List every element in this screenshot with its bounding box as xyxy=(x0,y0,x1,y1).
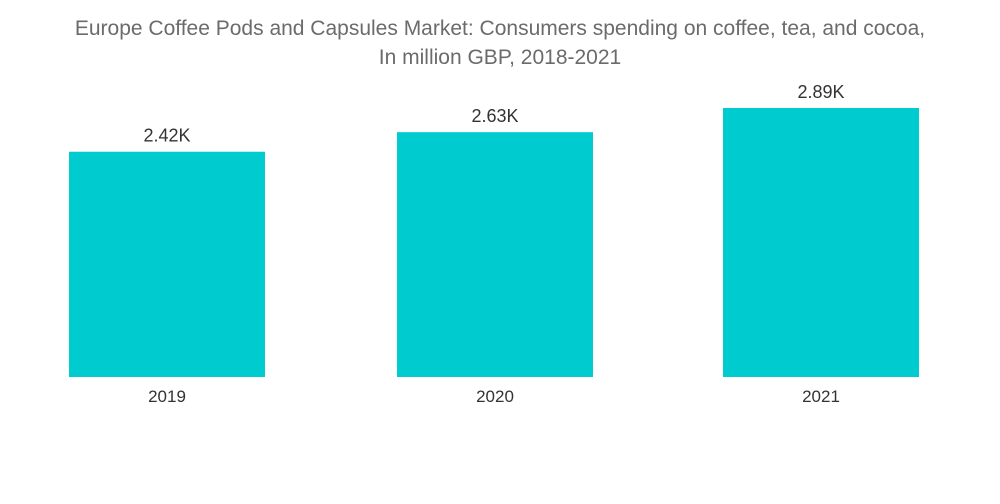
bar-2021 xyxy=(723,107,919,377)
bar-2019 xyxy=(69,151,265,377)
chart-title-line-1: Europe Coffee Pods and Capsules Market: … xyxy=(74,17,926,40)
data-label-2019: 2.42K xyxy=(143,126,190,146)
bars-group xyxy=(69,107,919,377)
x-tick-label-2019: 2019 xyxy=(148,387,186,406)
x-tick-label-2021: 2021 xyxy=(802,387,840,406)
data-label-2021: 2.89K xyxy=(797,82,844,102)
chart-title-line-2: In million GBP, 2018-2021 xyxy=(378,46,622,69)
data-label-2020: 2.63K xyxy=(471,106,518,126)
chart-title: Europe Coffee Pods and Capsules Market: … xyxy=(0,14,1000,72)
x-tick-label-2020: 2020 xyxy=(476,387,514,406)
bar-2020 xyxy=(397,132,593,377)
x-tick-labels-group: 2019 2020 2021 xyxy=(148,387,840,406)
data-labels-group: 2.42K 2.63K 2.89K xyxy=(143,82,844,146)
